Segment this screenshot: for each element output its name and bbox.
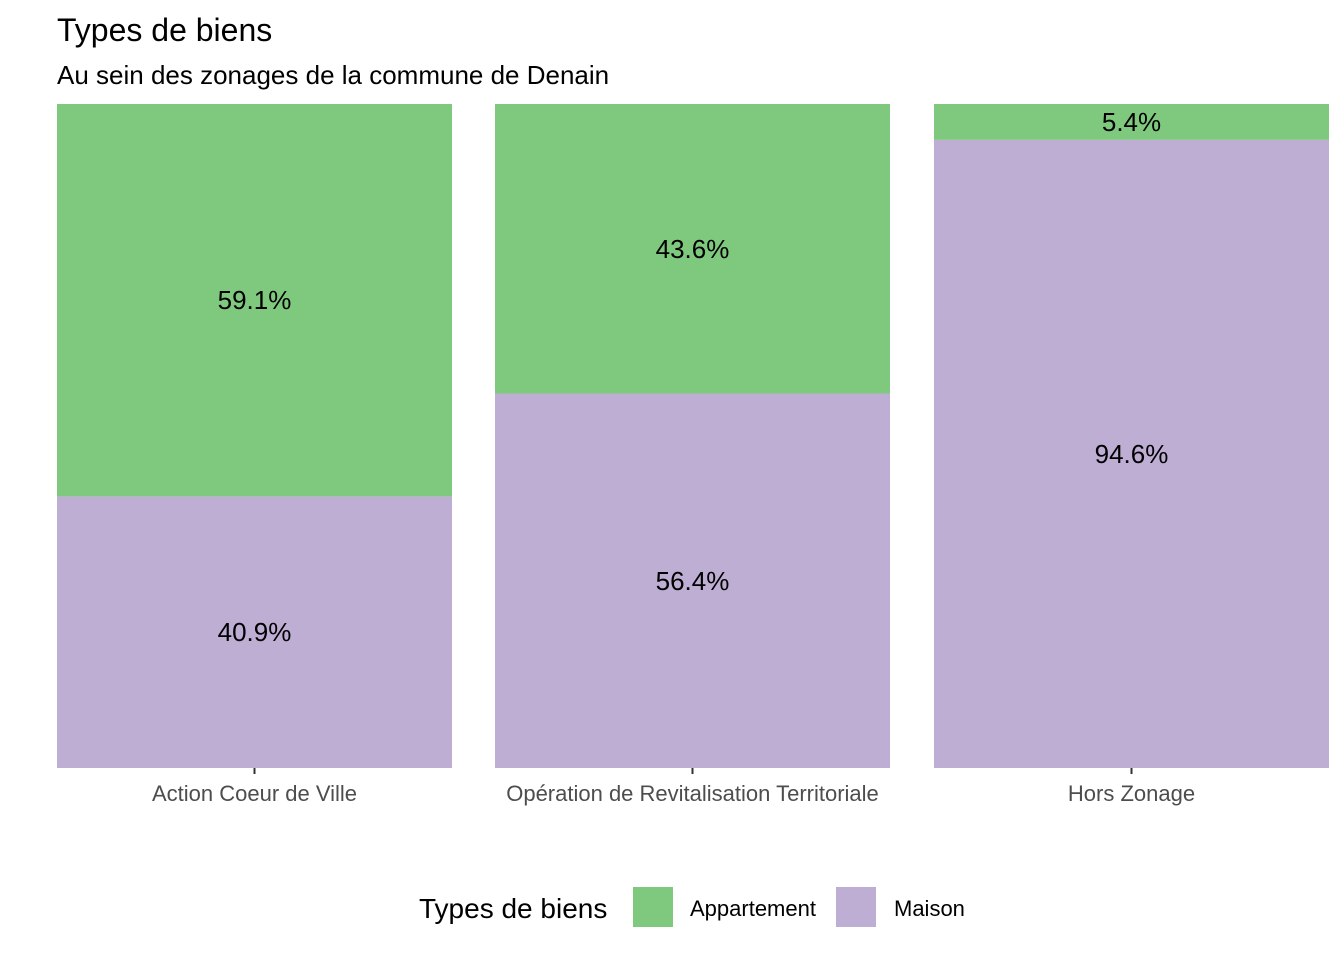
bar-maison-0	[57, 496, 452, 768]
bar-maison-2	[934, 139, 1329, 768]
legend: Types de biens Appartement Maison	[419, 885, 965, 929]
bar-label-appartement-0: 59.1%	[218, 285, 292, 315]
bar-label-maison-1: 56.4%	[656, 566, 730, 596]
chart-subtitle: Au sein des zonages de la commune de Den…	[57, 60, 609, 90]
x-tick-label-2: Hors Zonage	[1068, 781, 1195, 806]
legend-label-maison: Maison	[894, 896, 965, 921]
legend-key-appartement	[631, 885, 675, 929]
x-tick-label-0: Action Coeur de Ville	[152, 781, 357, 806]
bar-label-appartement-2: 5.4%	[1102, 107, 1161, 137]
chart-title: Types de biens	[57, 12, 272, 48]
x-axis: Action Coeur de Ville Opération de Revita…	[152, 768, 1195, 806]
bar-label-appartement-1: 43.6%	[656, 234, 730, 264]
bar-appartement-0	[57, 104, 452, 497]
bar-label-maison-2: 94.6%	[1095, 439, 1169, 469]
x-tick-label-1: Opération de Revitalisation Territoriale	[506, 781, 879, 806]
bar-label-maison-0: 40.9%	[218, 617, 292, 647]
plot-area: 40.9% 59.1% 56.4% 43.6% 94.6% 5.4%	[57, 104, 1329, 768]
bar-appartement-2	[934, 104, 1329, 140]
legend-title: Types de biens	[419, 893, 607, 924]
legend-label-appartement: Appartement	[690, 896, 816, 921]
legend-key-maison	[834, 885, 878, 929]
bar-appartement-1	[495, 104, 890, 394]
bar-maison-1	[495, 393, 890, 768]
